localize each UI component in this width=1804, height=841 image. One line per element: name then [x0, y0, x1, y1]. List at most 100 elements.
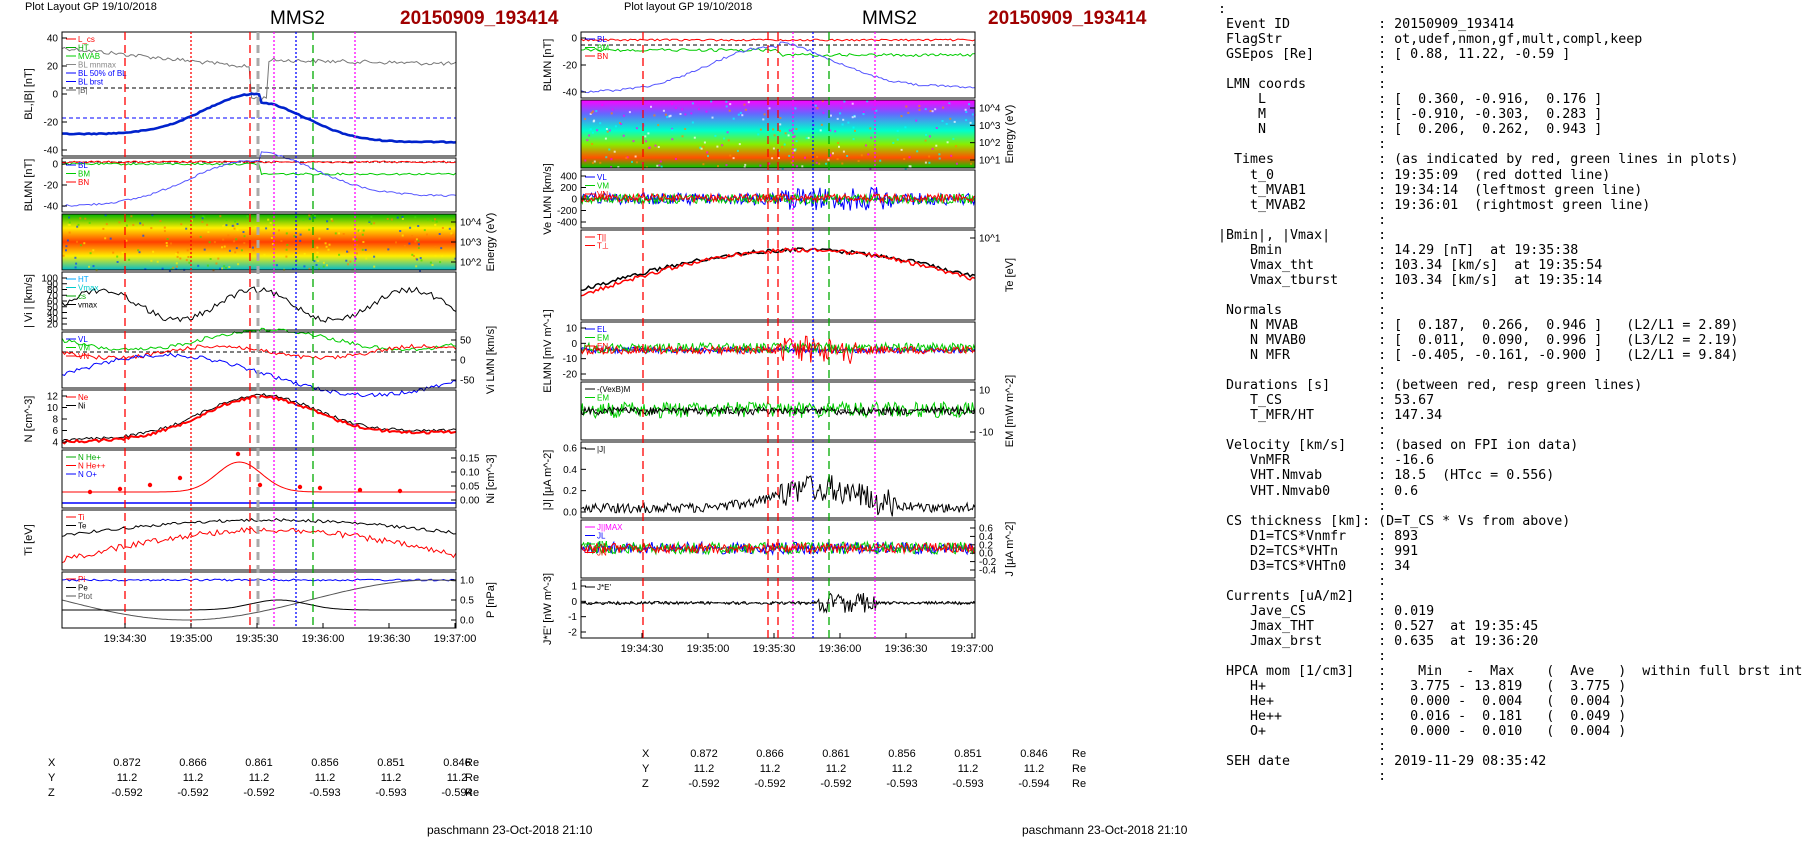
spectrogram-speckle	[236, 223, 239, 225]
spectrogram-speckle	[964, 108, 967, 111]
spectrogram-speckle	[65, 245, 68, 248]
spectrogram-speckle	[879, 159, 882, 162]
spectrogram-speckle	[325, 218, 328, 221]
series-line	[62, 599, 456, 611]
spectrogram-speckle	[395, 241, 397, 244]
spectrogram-speckle	[356, 252, 358, 255]
data-point	[397, 488, 403, 494]
spectrogram-speckle	[62, 254, 65, 257]
legend-label: Vmax	[78, 284, 98, 293]
spectrogram-speckle	[841, 123, 844, 126]
y-tick-label: 20	[47, 320, 59, 331]
spectrogram-speckle	[142, 234, 145, 237]
spectrogram-speckle	[948, 102, 951, 105]
spectrogram-speckle	[586, 139, 589, 142]
spectrogram-speckle	[163, 230, 166, 233]
spectrogram-speckle	[757, 133, 760, 136]
data-point	[357, 487, 363, 493]
y-tick-label: 0.0	[563, 508, 577, 519]
legend-label: T||	[597, 233, 606, 242]
spectrogram-speckle	[186, 249, 189, 252]
spectrogram-speckle	[852, 138, 855, 141]
spectrogram-speckle	[691, 102, 694, 105]
info-line: CS thickness [km]: (D=T_CS * Vs from abo…	[1218, 513, 1571, 529]
coord-value: 0.872	[113, 757, 141, 769]
y-axis-label: Ve LMN [km/s]	[542, 163, 554, 235]
info-line: t_MVAB2 : 19:36:01 (rightmost green line…	[1218, 197, 1651, 213]
spectrogram-speckle	[386, 218, 389, 220]
spectrogram-speckle	[702, 163, 705, 166]
spectrogram-speckle	[299, 239, 302, 242]
series-line	[61, 151, 457, 207]
spectrogram-speckle	[725, 105, 728, 108]
spectrogram-speckle	[729, 154, 732, 157]
legend-label: Ni	[78, 402, 86, 411]
spectrogram-speckle	[935, 127, 938, 129]
spectrogram-speckle	[208, 241, 211, 244]
spectrogram-speckle	[747, 101, 750, 104]
spectrogram-speckle	[303, 265, 306, 268]
spectrogram-speckle	[589, 113, 592, 115]
spectrogram-speckle	[732, 157, 735, 160]
spectrogram-speckle	[896, 129, 899, 132]
right-title: MMS2	[862, 8, 917, 29]
spectrogram-speckle	[222, 238, 225, 241]
spectrogram-speckle	[928, 161, 931, 164]
spectrogram-speckle	[674, 107, 677, 109]
coord-value: 11.2	[314, 772, 336, 784]
info-line: :	[1218, 137, 1387, 153]
spectrogram-speckle	[345, 259, 348, 262]
spectrogram-speckle	[79, 217, 82, 220]
data-point	[297, 484, 303, 490]
spectrogram-speckle	[903, 158, 906, 160]
spectrogram-speckle	[702, 145, 705, 148]
y-tick-label: 1	[571, 582, 577, 593]
y-tick-label: 0.00	[460, 496, 480, 507]
spectrogram-speckle	[88, 221, 91, 224]
info-line: Times : (as indicated by red, green line…	[1218, 152, 1739, 168]
spectrogram-speckle	[152, 250, 155, 253]
y-tick-label: 0.6	[563, 444, 577, 455]
spectrogram-speckle	[840, 107, 843, 109]
y-tick-label: -40	[44, 202, 59, 213]
spectrogram-speckle	[924, 108, 927, 111]
spectrogram-speckle	[931, 110, 934, 113]
spectrogram-speckle	[347, 263, 349, 266]
y-tick-label: 50	[47, 302, 59, 313]
spectrogram-speckle	[125, 239, 128, 242]
y-axis-label-right: EM [mW m^-2]	[1004, 375, 1016, 447]
spectrogram-speckle	[308, 267, 311, 270]
spectrogram-speckle	[728, 109, 731, 112]
spectrogram-speckle	[141, 223, 144, 226]
spectrogram-speckle	[710, 100, 713, 103]
spectrogram-speckle	[68, 231, 71, 234]
legend-label: |J|	[597, 445, 605, 454]
spectrogram-speckle	[116, 255, 119, 258]
spectrogram-speckle	[138, 251, 141, 254]
coord-value: -0.592	[177, 787, 209, 799]
spectrogram-speckle	[355, 238, 358, 241]
info-line: T_MFR/HT : 147.34	[1218, 408, 1443, 424]
spectrogram-speckle	[166, 238, 169, 240]
spectrogram-speckle	[356, 244, 358, 247]
spectrogram-speckle	[896, 138, 899, 141]
info-line: Bmin : 14.29 [nT] at 19:35:38	[1218, 242, 1579, 258]
legend-label: Ne	[78, 393, 89, 402]
spectrogram-speckle	[793, 135, 796, 138]
spectrogram-speckle	[65, 249, 67, 252]
spectrogram-speckle	[634, 155, 637, 158]
y-tick-label: 0.05	[460, 482, 480, 493]
spectrogram-speckle	[401, 234, 404, 237]
y-tick-label: 200	[560, 183, 577, 194]
spectrogram-speckle	[819, 129, 822, 132]
series-line	[580, 246, 976, 292]
coord-unit: Re	[465, 787, 480, 799]
spectrogram-speckle	[711, 116, 714, 119]
spectrogram-speckle	[723, 137, 726, 140]
spectrogram-speckle	[66, 239, 69, 242]
spectrogram-speckle	[201, 217, 204, 220]
spectrogram-speckle	[852, 126, 855, 129]
spectrogram-speckle	[271, 243, 274, 246]
spectrogram-speckle	[875, 109, 878, 112]
